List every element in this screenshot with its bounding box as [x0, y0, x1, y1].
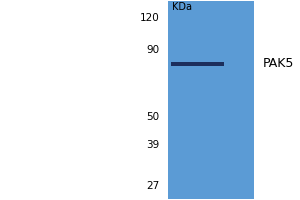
- Text: 90: 90: [146, 45, 159, 55]
- Text: PAK5: PAK5: [263, 57, 294, 70]
- Text: 27: 27: [146, 181, 159, 191]
- Text: 120: 120: [140, 13, 159, 23]
- Text: KDa: KDa: [172, 2, 192, 12]
- Bar: [168, 1, 254, 199]
- Text: 39: 39: [146, 140, 159, 150]
- Bar: [171, 62, 224, 66]
- Text: 50: 50: [146, 112, 159, 122]
